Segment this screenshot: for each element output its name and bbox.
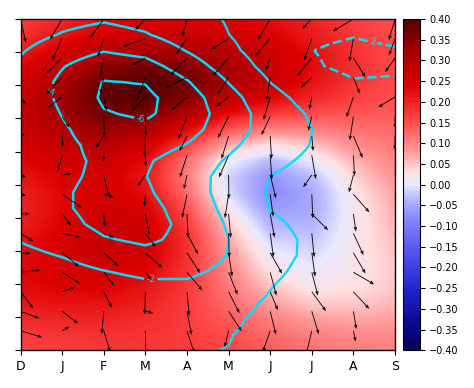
Text: -6: -6 <box>136 114 146 124</box>
Text: -4: -4 <box>48 87 58 95</box>
Text: 2: 2 <box>369 37 376 47</box>
Text: -2: -2 <box>146 275 155 284</box>
